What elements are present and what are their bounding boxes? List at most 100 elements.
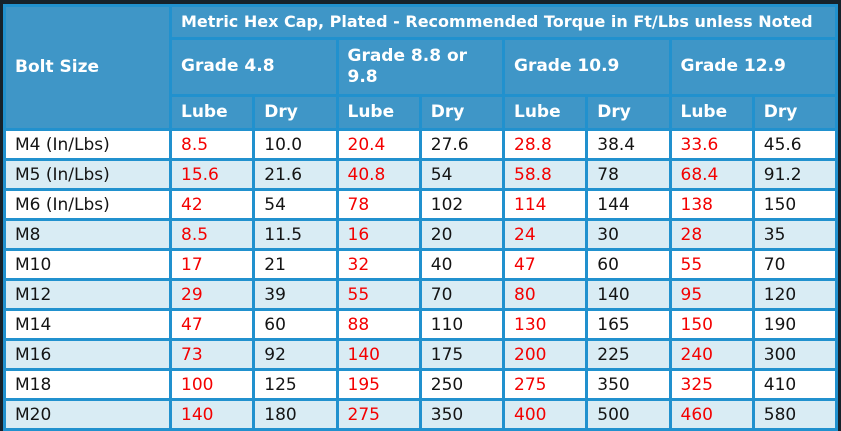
torque-value: 138 — [671, 191, 752, 218]
torque-value: 17 — [172, 251, 253, 278]
torque-value: 300 — [754, 341, 835, 368]
torque-value: 275 — [338, 401, 419, 428]
torque-value: 102 — [421, 191, 502, 218]
torque-value: 60 — [588, 251, 669, 278]
torque-value: 100 — [172, 371, 253, 398]
torque-value: 80 — [505, 281, 586, 308]
torque-value: 10.0 — [255, 131, 336, 158]
torque-value: 70 — [754, 251, 835, 278]
torque-value: 42 — [172, 191, 253, 218]
torque-value: 33.6 — [671, 131, 752, 158]
lube-header: Lube — [172, 97, 253, 128]
torque-value: 114 — [505, 191, 586, 218]
torque-value: 165 — [588, 311, 669, 338]
bolt-size-label: M20 — [6, 401, 169, 428]
bolt-size-label: M4 (In/Lbs) — [6, 131, 169, 158]
table-row: M12 29 39 55 70 80 140 95 120 — [6, 281, 835, 308]
bolt-size-label: M18 — [6, 371, 169, 398]
table-row: M20 140 180 275 350 400 500 460 580 — [6, 401, 835, 428]
bolt-size-label: M16 — [6, 341, 169, 368]
bolt-size-label: M5 (In/Lbs) — [6, 161, 169, 188]
torque-value: 32 — [338, 251, 419, 278]
torque-value: 500 — [588, 401, 669, 428]
torque-value: 21 — [255, 251, 336, 278]
table-row: M5 (In/Lbs) 15.6 21.6 40.8 54 58.8 78 68… — [6, 161, 835, 188]
bolt-size-header: Bolt Size — [6, 7, 169, 128]
torque-value: 68.4 — [671, 161, 752, 188]
torque-value: 27.6 — [421, 131, 502, 158]
torque-value: 275 — [505, 371, 586, 398]
torque-value: 78 — [588, 161, 669, 188]
torque-value: 92 — [255, 341, 336, 368]
torque-value: 73 — [172, 341, 253, 368]
bolt-size-label: M12 — [6, 281, 169, 308]
lube-header: Lube — [505, 97, 586, 128]
grade-12-9-header: Grade 12.9 — [671, 40, 835, 94]
torque-value: 24 — [505, 221, 586, 248]
torque-value: 28.8 — [505, 131, 586, 158]
torque-value: 21.6 — [255, 161, 336, 188]
torque-value: 140 — [338, 341, 419, 368]
bolt-size-label: M8 — [6, 221, 169, 248]
lube-header: Lube — [671, 97, 752, 128]
torque-value: 20.4 — [338, 131, 419, 158]
torque-value: 15.6 — [172, 161, 253, 188]
torque-value: 39 — [255, 281, 336, 308]
torque-value: 180 — [255, 401, 336, 428]
torque-value: 110 — [421, 311, 502, 338]
dry-header: Dry — [588, 97, 669, 128]
torque-value: 144 — [588, 191, 669, 218]
table-row: M18 100 125 195 250 275 350 325 410 — [6, 371, 835, 398]
table-row: M4 (In/Lbs) 8.5 10.0 20.4 27.6 28.8 38.4… — [6, 131, 835, 158]
torque-value: 190 — [754, 311, 835, 338]
torque-value: 460 — [671, 401, 752, 428]
torque-value: 54 — [421, 161, 502, 188]
grade-8-8-9-8-header: Grade 8.8 or 9.8 — [338, 40, 502, 94]
torque-value: 40 — [421, 251, 502, 278]
torque-value: 55 — [338, 281, 419, 308]
dry-header: Dry — [754, 97, 835, 128]
torque-value: 325 — [671, 371, 752, 398]
torque-value: 400 — [505, 401, 586, 428]
bolt-size-label: M14 — [6, 311, 169, 338]
torque-value: 580 — [754, 401, 835, 428]
torque-table: Bolt Size Metric Hex Cap, Plated - Recom… — [3, 4, 838, 431]
torque-value: 47 — [505, 251, 586, 278]
torque-value: 20 — [421, 221, 502, 248]
lube-header: Lube — [338, 97, 419, 128]
torque-value: 175 — [421, 341, 502, 368]
torque-value: 30 — [588, 221, 669, 248]
torque-value: 350 — [421, 401, 502, 428]
torque-value: 54 — [255, 191, 336, 218]
table-title: Metric Hex Cap, Plated - Recommended Tor… — [172, 7, 835, 37]
torque-value: 70 — [421, 281, 502, 308]
torque-value: 38.4 — [588, 131, 669, 158]
torque-value: 45.6 — [754, 131, 835, 158]
torque-value: 35 — [754, 221, 835, 248]
torque-value: 130 — [505, 311, 586, 338]
table-row: M8 8.5 11.5 16 20 24 30 28 35 — [6, 221, 835, 248]
table-row: M16 73 92 140 175 200 225 240 300 — [6, 341, 835, 368]
torque-value: 40.8 — [338, 161, 419, 188]
table-row: M10 17 21 32 40 47 60 55 70 — [6, 251, 835, 278]
torque-value: 150 — [754, 191, 835, 218]
torque-value: 78 — [338, 191, 419, 218]
torque-value: 11.5 — [255, 221, 336, 248]
bolt-size-label: M10 — [6, 251, 169, 278]
torque-value: 140 — [588, 281, 669, 308]
table-row: M6 (In/Lbs) 42 54 78 102 114 144 138 150 — [6, 191, 835, 218]
dry-header: Dry — [255, 97, 336, 128]
table-row: M14 47 60 88 110 130 165 150 190 — [6, 311, 835, 338]
torque-value: 29 — [172, 281, 253, 308]
torque-value: 91.2 — [754, 161, 835, 188]
bolt-size-label: M6 (In/Lbs) — [6, 191, 169, 218]
torque-value: 95 — [671, 281, 752, 308]
torque-value: 28 — [671, 221, 752, 248]
torque-value: 120 — [754, 281, 835, 308]
torque-value: 88 — [338, 311, 419, 338]
torque-value: 225 — [588, 341, 669, 368]
torque-value: 55 — [671, 251, 752, 278]
torque-value: 410 — [754, 371, 835, 398]
torque-value: 195 — [338, 371, 419, 398]
torque-value: 16 — [338, 221, 419, 248]
